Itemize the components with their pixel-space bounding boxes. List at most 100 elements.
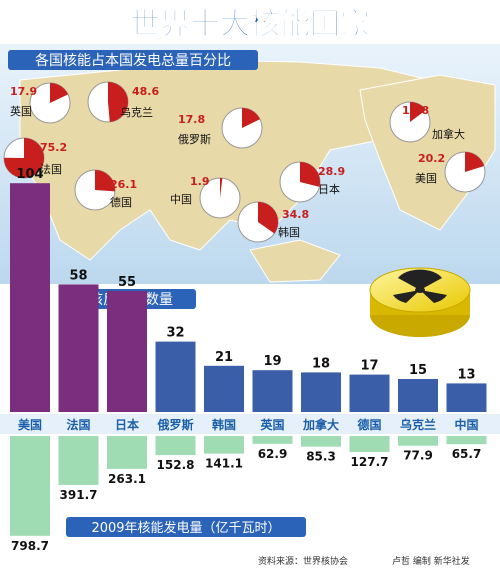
reactor-bar: [446, 383, 487, 412]
country-label: 法国: [66, 417, 90, 432]
reactor-value-label: 13: [457, 367, 475, 382]
pie-country-label: 美国: [415, 172, 437, 185]
generation-bar: [398, 436, 438, 446]
pie-5: 26.1 德国: [74, 169, 137, 211]
reactor-bar: [58, 284, 99, 412]
country-label: 英国: [260, 417, 284, 432]
generation-value-label: 263.1: [108, 472, 146, 486]
pie-country-label: 日本: [318, 182, 340, 196]
reactor-bar: [204, 365, 244, 412]
generation-chart-title: 2009年核能发电量（亿千瓦时）: [91, 520, 280, 536]
generation-value-label: 391.7: [60, 488, 98, 502]
reactor-bar: [155, 341, 196, 412]
share-section-banner: [8, 50, 258, 70]
generation-bar: [252, 436, 293, 444]
generation-value-label: 127.7: [351, 455, 389, 469]
country-label: 德国: [357, 417, 381, 432]
pie-1: 48.6 乌克兰: [87, 81, 159, 123]
pie-value-label: 20.2: [418, 152, 445, 165]
pie-4: 75.2 法国: [3, 137, 67, 179]
reactor-value-label: 58: [69, 268, 87, 283]
source-note: 资料来源：世界核协会: [258, 555, 348, 567]
generation-value-label: 152.8: [157, 458, 195, 472]
country-label: 俄罗斯: [156, 417, 193, 432]
pie-country-label: 法国: [40, 162, 62, 176]
pie-country-label: 乌克兰: [120, 105, 153, 119]
reactor-bar: [398, 379, 438, 412]
pie-9: 20.2 美国: [415, 151, 486, 193]
country-label-band: [0, 414, 500, 434]
generation-bar: [446, 436, 487, 445]
country-label: 美国: [18, 417, 42, 432]
pie-slice: [50, 83, 69, 103]
generation-value-label: 85.3: [306, 450, 336, 464]
pie-slice: [95, 170, 115, 192]
pie-value-label: 17.8: [178, 113, 205, 126]
reactor-value-label: 15: [409, 363, 427, 378]
pie-slice: [4, 138, 45, 178]
radiation-icon: [369, 267, 471, 337]
pie-value-label: 17.9: [10, 85, 37, 98]
generation-value-label: 62.9: [258, 447, 288, 461]
pie-country-label: 中国: [170, 193, 192, 206]
reactor-value-label: 18: [312, 356, 330, 371]
pie-country-label: 英国: [10, 104, 32, 118]
page-title: 世界十大核能国家: [130, 7, 370, 42]
reactor-bar: [301, 372, 341, 412]
credit-note: 卢哲 编制 新华社发: [392, 555, 470, 567]
generation-bar: [349, 436, 390, 452]
pie-slice: [410, 102, 427, 122]
reactor-value-label: 55: [118, 275, 136, 290]
pie-value-label: 28.9: [318, 165, 345, 178]
reactor-bar: [252, 370, 293, 412]
generation-value-label: 798.7: [11, 539, 49, 553]
country-label: 日本: [115, 417, 139, 432]
generation-bar: [107, 436, 147, 469]
generation-bar: [204, 436, 244, 454]
reactor-bar: [107, 291, 147, 412]
country-label: 韩国: [212, 417, 236, 432]
pie-value-label: 75.2: [40, 141, 67, 154]
generation-bar: [10, 436, 50, 536]
reactor-value-label: 19: [263, 354, 281, 369]
generation-bar: [301, 436, 341, 447]
pie-value-label: 48.6: [132, 85, 159, 98]
reactor-value-label: 32: [166, 326, 184, 341]
country-label: 乌克兰: [400, 417, 436, 432]
pie-slice: [465, 152, 485, 172]
generation-value-label: 65.7: [452, 447, 482, 461]
reactor-bar: [349, 374, 390, 412]
pie-country-label: 德国: [110, 195, 132, 209]
country-label: 中国: [454, 417, 478, 432]
pie-7: 28.9 日本: [279, 161, 345, 203]
pie-value-label: 1.9: [190, 175, 210, 188]
pie-value-label: 34.8: [282, 208, 309, 221]
country-labels: 美国 法国 日本 俄罗斯 韩国 英国 加拿大 德国 乌克兰 中国: [18, 417, 479, 432]
reactor-value-label: 17: [360, 359, 378, 374]
reactor-value-label: 104: [16, 167, 43, 182]
pie-value-label: 26.1: [110, 178, 137, 191]
reactor-bars: 104 58 55 32 21 19 18 17 15 13: [10, 167, 487, 412]
generation-bar: [155, 436, 196, 456]
pie-country-label: 韩国: [278, 225, 300, 239]
reactor-bar: [10, 183, 50, 412]
pie-2: 17.8 俄罗斯: [178, 107, 263, 149]
pie-slice: [242, 108, 260, 128]
generation-value-label: 77.9: [403, 449, 433, 463]
generation-bars: 798.7 391.7 263.1 152.8 141.1 62.9 85.3 127.7 77…: [10, 436, 487, 553]
share-section-title: 各国核能占本国发电总量百分比: [35, 53, 231, 69]
generation-banner: [66, 517, 306, 537]
pie-0: 17.9 英国: [10, 82, 71, 124]
pie-country-label: 加拿大: [432, 127, 465, 141]
pie-8: 34.8 韩国: [237, 201, 309, 243]
generation-bar: [58, 436, 99, 485]
pie-slice: [108, 81, 129, 122]
pie-country-label: 俄罗斯: [178, 133, 211, 146]
reactor-value-label: 21: [215, 350, 233, 365]
pie-slice: [300, 162, 320, 187]
pie-slice: [220, 178, 223, 198]
country-label: 加拿大: [302, 417, 339, 432]
